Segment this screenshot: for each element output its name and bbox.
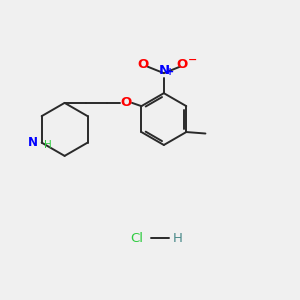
Text: Cl: Cl: [130, 232, 143, 245]
Text: O: O: [120, 96, 131, 110]
Text: +: +: [166, 67, 174, 77]
Text: H: H: [44, 140, 52, 150]
Text: H: H: [173, 232, 183, 245]
Text: O: O: [177, 58, 188, 71]
Text: O: O: [138, 58, 149, 71]
Text: −: −: [188, 55, 197, 65]
Text: N: N: [158, 64, 169, 77]
Text: N: N: [28, 136, 38, 149]
